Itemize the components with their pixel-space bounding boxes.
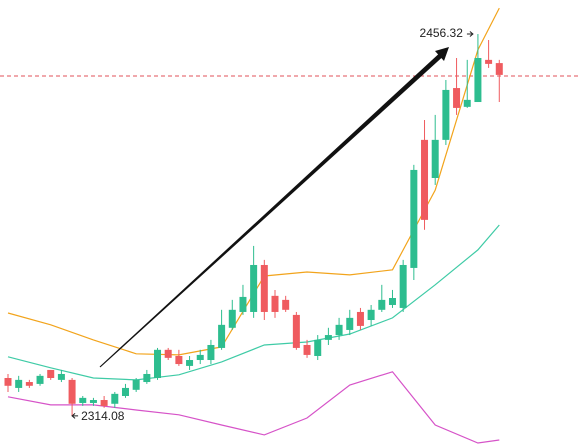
candle-body bbox=[388, 298, 396, 305]
candle-body bbox=[164, 349, 172, 358]
candle-body bbox=[271, 295, 279, 312]
candle-body bbox=[89, 400, 97, 403]
candle-body bbox=[228, 309, 236, 328]
candle-body bbox=[218, 324, 226, 348]
high-label: 2456.32 bbox=[420, 26, 464, 40]
candle-body bbox=[303, 344, 311, 355]
candle-body bbox=[474, 57, 482, 103]
low-arrow bbox=[71, 413, 79, 419]
candle-body bbox=[100, 400, 108, 406]
candle-body bbox=[25, 382, 33, 386]
candle-body bbox=[57, 373, 65, 380]
candle-body bbox=[421, 139, 429, 220]
candle-body bbox=[495, 63, 503, 75]
candle-body bbox=[250, 264, 258, 312]
candle-body bbox=[47, 369, 55, 379]
candle-body bbox=[79, 397, 87, 403]
candle-body bbox=[4, 378, 12, 386]
candle-body bbox=[239, 296, 247, 312]
candle-body bbox=[292, 314, 300, 348]
candle-body bbox=[282, 299, 290, 310]
candle-body bbox=[15, 379, 23, 388]
candle-body bbox=[36, 375, 44, 384]
candle-body bbox=[463, 99, 471, 107]
candle-body bbox=[431, 139, 439, 178]
trend-arrowhead bbox=[435, 47, 449, 61]
candle-body bbox=[378, 299, 386, 310]
high-arrow bbox=[466, 31, 474, 37]
candle-body bbox=[453, 88, 461, 108]
candle-body bbox=[485, 59, 493, 64]
candle-body bbox=[175, 355, 183, 365]
candle-body bbox=[335, 324, 343, 336]
candle-body bbox=[121, 387, 129, 396]
low-label: 2314.08 bbox=[81, 409, 125, 423]
candle-body bbox=[68, 379, 76, 404]
candle-body bbox=[410, 169, 418, 268]
candle-body bbox=[186, 360, 194, 366]
candle-body bbox=[356, 311, 364, 326]
candle-body bbox=[367, 309, 375, 321]
trend-arrow bbox=[99, 54, 442, 368]
candle-body bbox=[196, 354, 204, 361]
candle-body bbox=[442, 89, 450, 140]
candle-body bbox=[324, 335, 332, 340]
candle-body bbox=[314, 339, 322, 356]
candle-body bbox=[207, 344, 215, 361]
indicator-line bbox=[7, 371, 500, 444]
indicator-line bbox=[7, 224, 500, 381]
candle-body bbox=[346, 317, 354, 330]
candle-body bbox=[260, 264, 268, 312]
candle-body bbox=[143, 373, 151, 383]
candle-body bbox=[132, 379, 140, 390]
candle-body bbox=[399, 264, 407, 308]
candle-body bbox=[154, 349, 162, 379]
candle-body bbox=[111, 393, 119, 404]
